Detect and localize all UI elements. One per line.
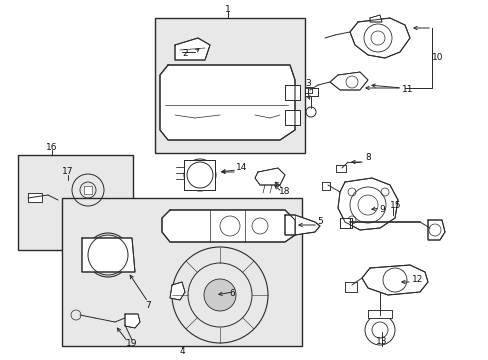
Text: 1: 1 bbox=[224, 4, 230, 13]
Polygon shape bbox=[285, 85, 299, 100]
Polygon shape bbox=[82, 238, 135, 272]
Polygon shape bbox=[321, 182, 329, 190]
Polygon shape bbox=[427, 220, 444, 240]
Circle shape bbox=[103, 250, 113, 260]
Polygon shape bbox=[335, 165, 346, 172]
Polygon shape bbox=[305, 87, 311, 93]
Polygon shape bbox=[175, 38, 209, 60]
Text: 19: 19 bbox=[126, 339, 138, 348]
Polygon shape bbox=[125, 314, 140, 328]
Polygon shape bbox=[361, 265, 427, 295]
Polygon shape bbox=[369, 15, 381, 22]
Text: 16: 16 bbox=[46, 143, 58, 152]
Polygon shape bbox=[183, 160, 215, 190]
Polygon shape bbox=[160, 65, 294, 140]
Polygon shape bbox=[305, 88, 317, 96]
Text: 5: 5 bbox=[317, 217, 322, 226]
Text: 7: 7 bbox=[145, 301, 151, 310]
Text: 2: 2 bbox=[182, 49, 187, 58]
Polygon shape bbox=[162, 210, 294, 242]
Text: 10: 10 bbox=[431, 54, 443, 63]
Text: 3: 3 bbox=[305, 80, 310, 89]
Polygon shape bbox=[329, 72, 367, 90]
Polygon shape bbox=[337, 178, 397, 230]
Polygon shape bbox=[345, 282, 356, 292]
Text: 6: 6 bbox=[229, 288, 234, 297]
Text: 11: 11 bbox=[402, 85, 413, 94]
Text: 12: 12 bbox=[411, 275, 423, 284]
Text: 8: 8 bbox=[365, 153, 370, 162]
Polygon shape bbox=[254, 168, 285, 185]
Polygon shape bbox=[285, 110, 299, 125]
Text: 4: 4 bbox=[179, 347, 184, 356]
Text: 18: 18 bbox=[279, 188, 290, 197]
Polygon shape bbox=[367, 310, 391, 318]
Polygon shape bbox=[339, 218, 351, 228]
Bar bbox=[155, 18, 305, 153]
Bar bbox=[18, 155, 133, 250]
Text: 15: 15 bbox=[389, 201, 401, 210]
Polygon shape bbox=[170, 282, 184, 300]
Text: 17: 17 bbox=[62, 167, 74, 176]
Text: 14: 14 bbox=[236, 163, 247, 172]
Text: 9: 9 bbox=[378, 206, 384, 215]
Text: 13: 13 bbox=[375, 338, 387, 346]
Polygon shape bbox=[285, 215, 319, 235]
Polygon shape bbox=[28, 193, 42, 202]
Bar bbox=[62, 198, 302, 346]
Circle shape bbox=[203, 279, 236, 311]
Bar bbox=[84, 186, 92, 194]
Polygon shape bbox=[349, 18, 409, 58]
